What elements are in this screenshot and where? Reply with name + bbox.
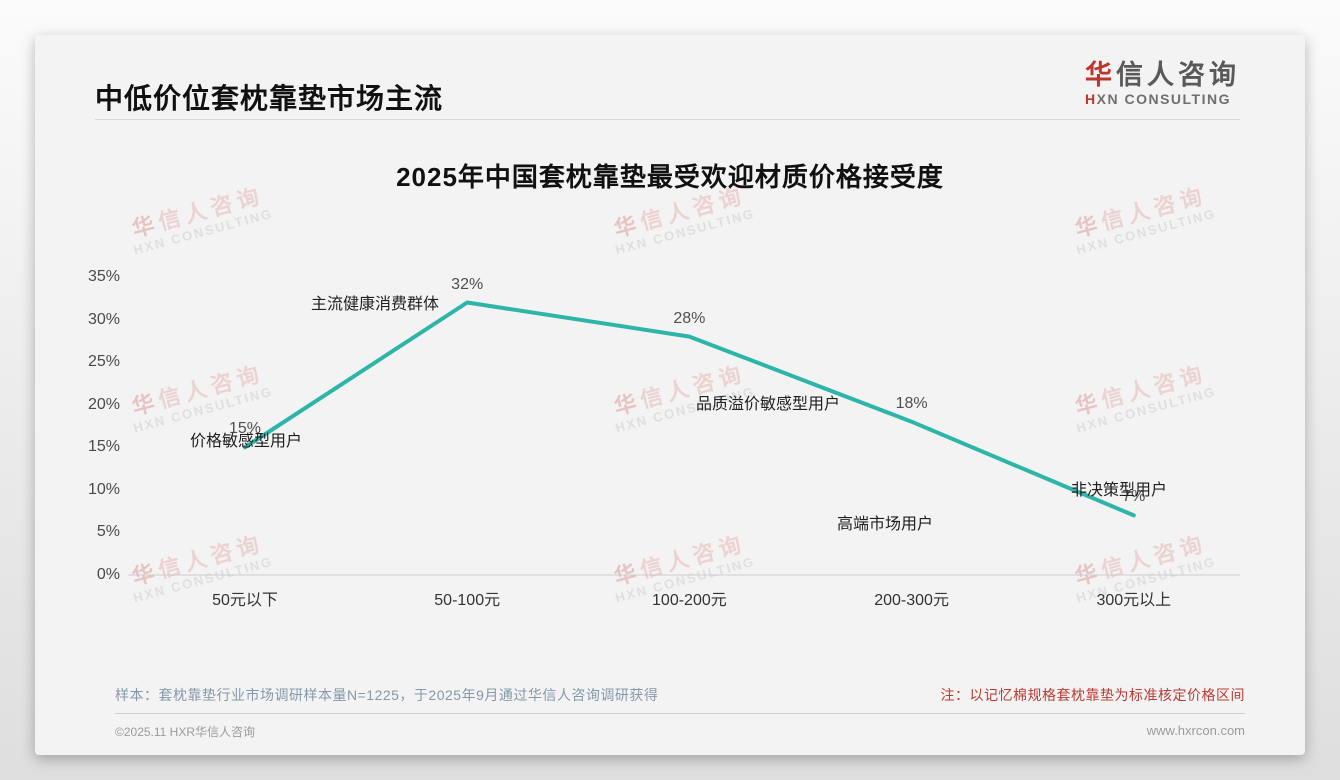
sample-footnote: 样本：套枕靠垫行业市场调研样本量N=1225，于2025年9月通过华信人咨询调研… [115, 687, 659, 703]
page-title: 中低价位套枕靠垫市场主流 [95, 83, 444, 114]
annotation-label: 品质溢价敏感型用户 [695, 396, 840, 413]
chart-title: 2025年中国套枕靠垫最受欢迎材质价格接受度 [396, 162, 944, 192]
y-axis-tick-label: 0% [96, 566, 120, 583]
logo-english-name: HXN CONSULTING [1085, 90, 1240, 108]
y-axis-tick-label: 10% [87, 480, 120, 498]
line-chart: 0% 5% 10% 15% 20% 25% 30% 35% 50元以下 50-100元 100-20… [35, 35, 1305, 755]
data-point-label: 18% [895, 394, 928, 412]
y-axis-tick-label: 35% [87, 268, 120, 285]
trend-line [243, 300, 1136, 518]
header-divider [95, 119, 1240, 120]
x-axis-category-label: 300元以上 [1096, 592, 1172, 609]
x-axis-category-label: 50-100元 [434, 592, 501, 609]
website-url: www.hxrcon.com [1146, 723, 1245, 738]
data-point-label: 28% [673, 309, 706, 327]
logo-en-rest-chars: XN CONSULTING [1096, 91, 1231, 107]
y-axis-tick-label: 30% [87, 310, 120, 328]
company-logo: 华信人咨询 HXN CONSULTING [1085, 60, 1240, 108]
x-axis-category-label: 200-300元 [874, 592, 949, 609]
data-point-label: 7% [1122, 488, 1146, 506]
annotation-label: 价格敏感型用户 [189, 433, 302, 450]
y-axis-tick-label: 25% [87, 353, 120, 371]
data-point-label: 32% [451, 275, 484, 293]
y-axis-tick-label: 20% [87, 395, 120, 413]
report-card: 中低价位套枕靠垫市场主流 华信人咨询 HXN CONSULTING 2025年中… [35, 35, 1305, 755]
annotation-label: 非决策型用户 [1070, 482, 1167, 499]
copyright-text: ©2025.11 HXR华信人咨询 [115, 725, 255, 739]
x-axis-category-label: 50元以下 [212, 592, 278, 609]
data-point-label: 15% [228, 420, 262, 438]
y-axis-tick-label: 5% [96, 523, 120, 541]
annotation-label: 高端市场用户 [836, 516, 933, 533]
chart-canvas [128, 300, 1240, 576]
logo-rest-chars: 信人咨询 [1116, 60, 1240, 90]
annotation-label: 主流健康消费群体 [310, 296, 439, 313]
y-axis-tick-label: 15% [87, 438, 120, 456]
logo-en-accent-char: H [1085, 91, 1097, 107]
logo-accent-char: 华 [1085, 60, 1116, 90]
footer-divider [115, 713, 1245, 714]
logo-chinese-name: 华信人咨询 [1085, 60, 1240, 90]
x-axis-category-label: 100-200元 [652, 592, 727, 609]
price-note: 注：以记忆棉规格套枕靠垫为标准核定价格区间 [940, 687, 1245, 703]
